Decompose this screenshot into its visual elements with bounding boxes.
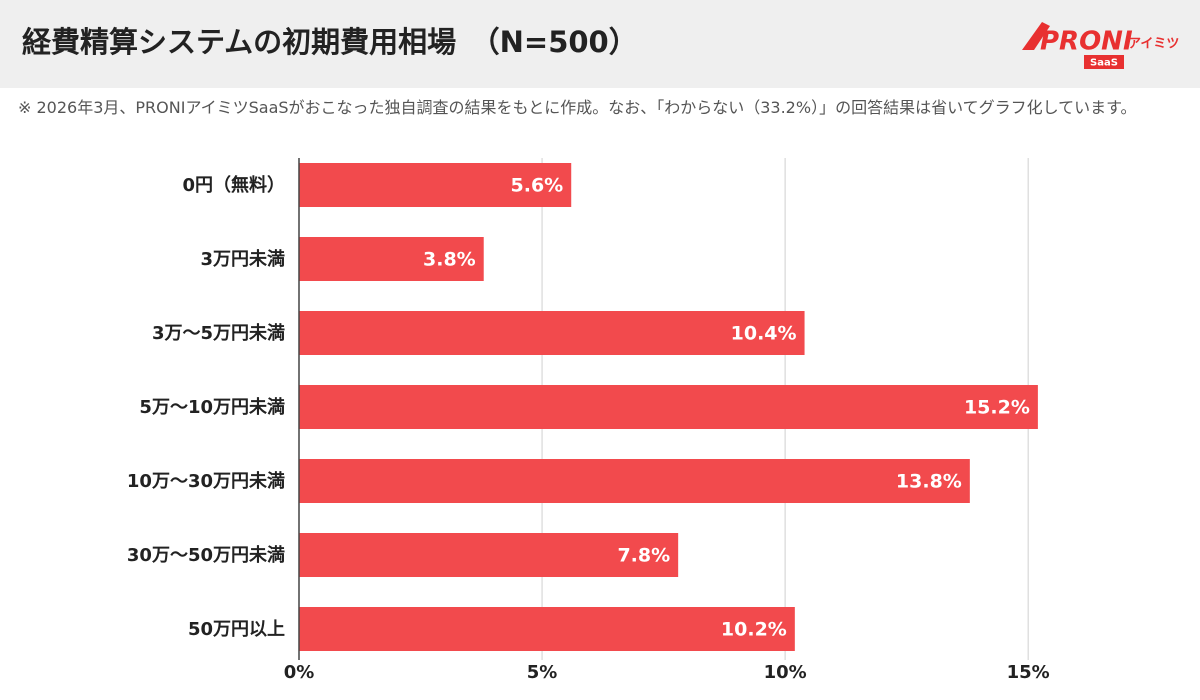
- value-label: 10.4%: [731, 323, 797, 345]
- y-tick-label: 5万〜10万円未満: [139, 396, 285, 418]
- y-tick-label: 50万円以上: [188, 619, 285, 640]
- x-tick-label: 10%: [764, 662, 807, 683]
- value-label: 15.2%: [964, 397, 1030, 419]
- value-label: 7.8%: [617, 545, 670, 567]
- x-tick-label: 0%: [284, 662, 315, 683]
- header-band: [0, 0, 1200, 88]
- value-label: 5.6%: [511, 175, 564, 197]
- y-tick-label: 0円（無料）: [182, 174, 285, 196]
- logo: PRONI アイミツ SaaS: [1022, 22, 1179, 69]
- bar: [299, 459, 970, 503]
- x-tick-label: 15%: [1007, 662, 1050, 683]
- y-tick-label: 3万〜5万円未満: [152, 322, 285, 344]
- bar: [299, 237, 484, 281]
- y-tick-label: 10万〜30万円未満: [127, 470, 285, 492]
- y-tick-label: 30万〜50万円未満: [127, 544, 285, 566]
- logo-brand: PRONI: [1040, 27, 1133, 57]
- value-label: 3.8%: [423, 249, 476, 271]
- bar: [299, 311, 805, 355]
- bar: [299, 607, 795, 651]
- logo-sub: アイミツ: [1128, 37, 1179, 52]
- x-tick-label: 5%: [527, 662, 558, 683]
- chart-title: 経費精算システムの初期費用相場 （N=500）: [22, 25, 638, 59]
- note-box: ※ 2026年3月、PRONIアイミツSaaSがおこなった独自調査の結果をもとに…: [18, 98, 1137, 117]
- value-label: 10.2%: [721, 619, 787, 641]
- logo-badge-bg: [1084, 55, 1124, 69]
- logo-badge: SaaS: [1090, 58, 1118, 69]
- bar: [299, 163, 572, 207]
- logo-mark: [1022, 22, 1050, 50]
- note: ※ 2026年3月、PRONIアイミツSaaSがおこなった独自調査の結果をもとに…: [18, 98, 1137, 117]
- value-label: 13.8%: [896, 471, 962, 493]
- y-tick-label: 3万円未満: [200, 248, 285, 270]
- bar: [299, 385, 1038, 429]
- bar: [299, 533, 679, 577]
